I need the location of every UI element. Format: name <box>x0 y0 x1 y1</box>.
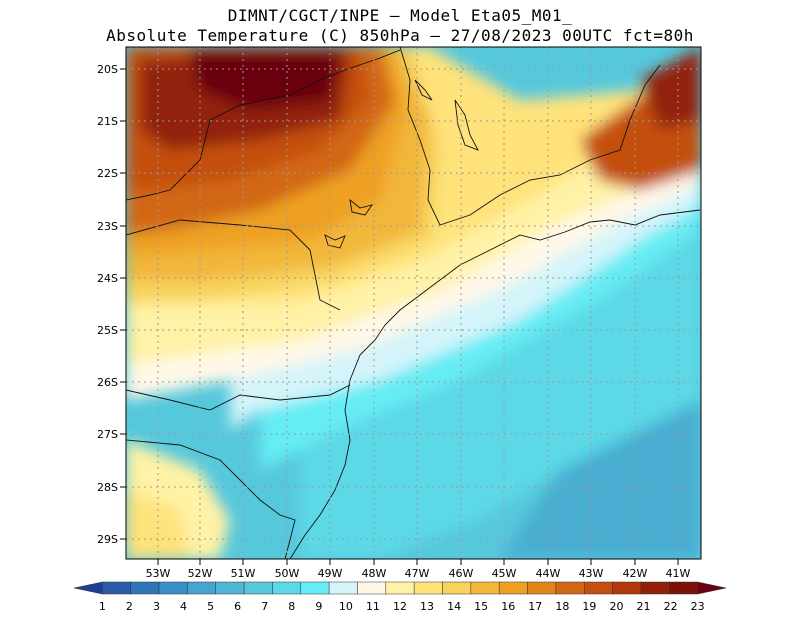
colorbar-label: 4 <box>180 600 187 613</box>
lat-label: 28S <box>97 481 118 494</box>
colorbar-label: 21 <box>637 600 651 613</box>
field-bright-cyan <box>260 200 701 470</box>
colorbar-swatch <box>102 581 131 595</box>
lake-1 <box>349 198 374 216</box>
colorbar-label: 15 <box>474 600 488 613</box>
lat-label: 23S <box>97 220 118 233</box>
field-max <box>190 50 340 110</box>
colorbar-label: 10 <box>339 600 353 613</box>
colorbar-swatch <box>413 581 443 595</box>
lon-label: 46W <box>449 567 474 580</box>
colorbar-swatch <box>442 581 472 595</box>
colorbar-swatch <box>328 581 358 595</box>
lat-label: 29S <box>97 533 118 546</box>
field-warm-coast-max <box>640 47 701 130</box>
field-sw-warmer <box>126 490 190 559</box>
lat-label: 20S <box>97 63 118 76</box>
lon-label: 42W <box>623 567 648 580</box>
coastline <box>289 209 701 559</box>
lake-4 <box>414 79 433 101</box>
colorbar-label: 22 <box>664 600 678 613</box>
colorbar-swatch <box>470 581 500 595</box>
state-border-pr <box>126 219 341 311</box>
colorbar-label: 18 <box>555 600 569 613</box>
colorbar-swatch <box>555 581 585 595</box>
lon-label: 52W <box>188 567 213 580</box>
colorbar-label: 1 <box>99 600 106 613</box>
colorbar-label: 16 <box>501 600 515 613</box>
colorbar-label: 7 <box>261 600 268 613</box>
colorbar-arrow-low <box>73 581 103 595</box>
lat-label: 21S <box>97 115 118 128</box>
lat-label: 24S <box>97 272 118 285</box>
colorbar-swatch <box>385 581 415 595</box>
state-border-west <box>126 49 401 201</box>
colorbar-swatch <box>498 581 528 595</box>
colorbar-label: 5 <box>207 600 214 613</box>
lat-label: 27S <box>97 428 118 441</box>
graticule <box>126 47 701 559</box>
plot-frame <box>125 46 702 560</box>
colorbar-label: 17 <box>528 600 542 613</box>
temperature-field <box>126 47 701 559</box>
lon-label: 48W <box>362 567 387 580</box>
colorbar-swatch <box>272 581 302 595</box>
title-line-1: DIMNT/CGCT/INPE – Model Eta05_M01_ <box>227 6 573 25</box>
lon-label: 53W <box>146 567 171 580</box>
colorbar-label: 11 <box>366 600 380 613</box>
colorbar-label: 19 <box>582 600 596 613</box>
lon-label: 41W <box>666 567 691 580</box>
lat-labels: 20S 21S 22S 23S 24S 25S 26S 27S 28S 29S <box>97 63 118 546</box>
colorbar-swatch <box>243 581 273 595</box>
lat-label: 26S <box>97 376 118 389</box>
lake-2 <box>324 234 346 249</box>
state-border-north <box>399 47 661 226</box>
lon-label: 44W <box>536 567 561 580</box>
colorbar-swatch <box>584 581 613 595</box>
colorbar-label: 13 <box>420 600 434 613</box>
colorbar-swatch <box>130 581 160 595</box>
colorbar: 1 2 3 4 5 6 7 8 9 10 11 12 13 14 15 16 17 18 19 20 21 22 23 <box>73 581 727 613</box>
colorbar-swatch <box>640 581 670 595</box>
lat-label: 22S <box>97 167 118 180</box>
colorbar-swatch <box>669 581 698 595</box>
colorbar-swatch <box>187 581 216 595</box>
colorbar-swatch <box>158 581 188 595</box>
lon-label: 45W <box>492 567 517 580</box>
field-cyan-band <box>300 220 701 559</box>
lon-label: 51W <box>231 567 256 580</box>
colorbar-label: 12 <box>393 600 407 613</box>
lon-label: 43W <box>579 567 604 580</box>
lon-label: 47W <box>405 567 430 580</box>
state-border-rs <box>126 439 296 559</box>
colorbar-label: 6 <box>234 600 241 613</box>
colorbar-label: 9 <box>315 600 322 613</box>
colorbar-label: 14 <box>447 600 461 613</box>
colorbar-swatch <box>527 581 557 595</box>
lon-label: 49W <box>318 567 343 580</box>
colorbar-label: 8 <box>288 600 295 613</box>
colorbar-label: 3 <box>153 600 160 613</box>
colorbar-arrow-high <box>697 581 727 595</box>
lat-label: 25S <box>97 324 118 337</box>
lake-3 <box>454 99 479 151</box>
colorbar-label: 20 <box>609 600 623 613</box>
colorbar-swatch <box>300 581 330 595</box>
lon-label: 50W <box>275 567 300 580</box>
title-line-2: Absolute Temperature (C) 850hPa – 27/08/… <box>106 26 694 45</box>
field-cream <box>126 160 701 400</box>
colorbar-label: 2 <box>126 600 133 613</box>
colorbar-label: 23 <box>691 600 705 613</box>
colorbar-swatch <box>215 581 245 595</box>
lon-labels: 53W 52W 51W 50W 49W 48W 47W 46W 45W 44W … <box>146 567 691 580</box>
colorbar-swatch <box>357 581 387 595</box>
colorbar-swatch <box>612 581 642 595</box>
tick-marks <box>120 68 679 565</box>
